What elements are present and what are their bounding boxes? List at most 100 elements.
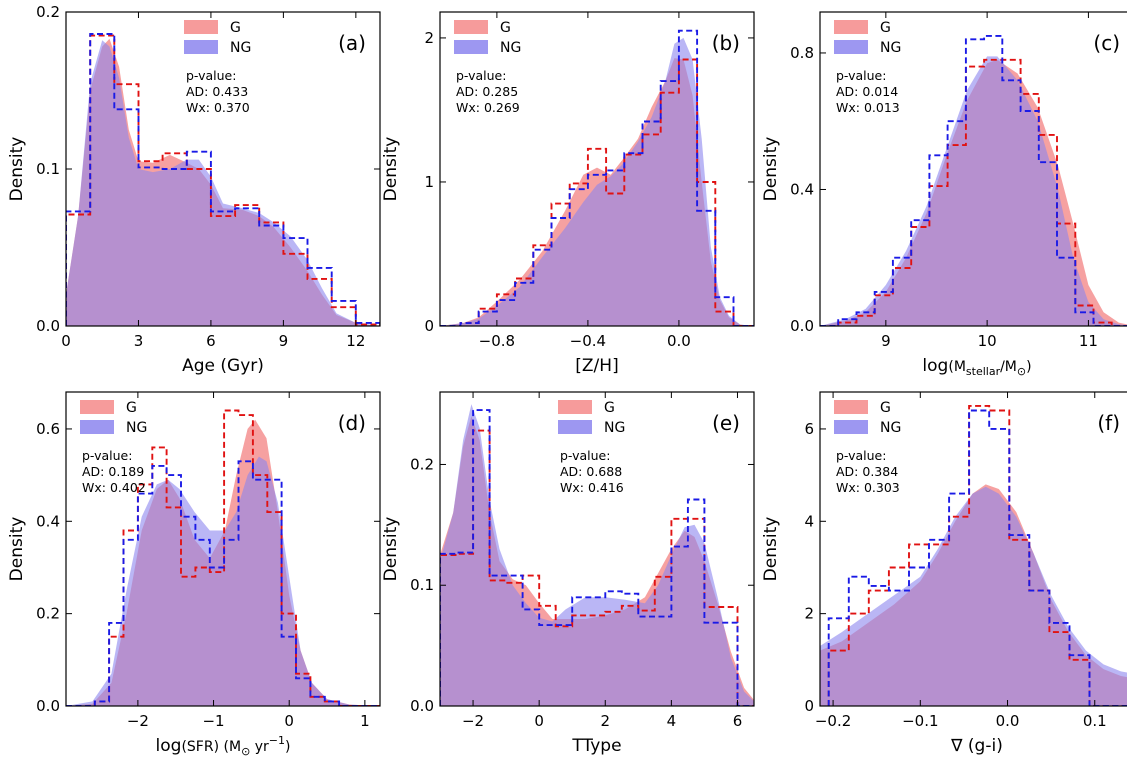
legend-swatch-ng	[184, 40, 218, 54]
xlabel-log: log	[156, 736, 182, 756]
y-tick-label: 0.1	[36, 160, 60, 178]
y-tick-label: 0	[424, 317, 434, 335]
x-tick-label: 12	[346, 332, 365, 350]
plot-area	[440, 404, 754, 706]
plot-frame	[819, 391, 1127, 707]
x-axis-label: log(Mstellar/M⊙)	[922, 356, 1031, 378]
y-axis-label: Density	[761, 137, 781, 202]
x-tick-label: 0	[534, 712, 544, 730]
legend-swatch-g	[184, 20, 218, 34]
legend-swatch-g	[80, 400, 114, 414]
legend-swatch-g	[834, 400, 868, 414]
histogram-g	[827, 404, 1127, 706]
y-tick-label: 0	[804, 697, 814, 715]
x-tick-label: 9	[881, 332, 891, 350]
y-tick-label: 0.2	[36, 605, 60, 623]
legend-swatch-g	[558, 400, 592, 414]
xlabel-close: )	[214, 739, 219, 755]
panel-d: −2 −1 0 1 0.0 0.2 0.4 0.6 Density log(SFR) (M⊙ yr…	[7, 391, 381, 758]
y-axis-label: Density	[761, 517, 781, 582]
legend-swatch-ng	[834, 40, 868, 54]
legend-label-g: G	[880, 400, 891, 416]
x-tick-label: 1	[360, 712, 370, 730]
x-axis-label: log(SFR) (M⊙ yr−1)	[156, 734, 291, 758]
xlabel-log: log	[922, 356, 948, 376]
xlabel-main: SFR	[187, 739, 214, 755]
xlabel-unit-sub: ⊙	[241, 745, 250, 758]
pvalue-ad: AD: 0.433	[186, 84, 248, 99]
legend-label-g: G	[126, 400, 137, 416]
pvalue-ad: AD: 0.189	[82, 464, 144, 479]
x-tick-label: −1	[202, 712, 224, 730]
pvalue-header: p-value:	[560, 448, 610, 463]
pvalue-wx: Wx: 0.303	[836, 480, 900, 495]
panel-a: 0 3 6 9 12 0.0 0.1 0.2 Density Age (Gyr) (a) G NG p-v…	[7, 3, 381, 376]
xlabel-unit-open: (M	[219, 739, 241, 755]
legend-label-g: G	[880, 20, 891, 36]
x-tick-label: −0.8	[479, 332, 515, 350]
legend-label-g: G	[604, 400, 615, 416]
x-tick-label: 2	[600, 712, 610, 730]
pvalue-ad: AD: 0.014	[836, 84, 898, 99]
x-tick-label: 6	[206, 332, 216, 350]
x-tick-label: 0.0	[996, 712, 1020, 730]
histogram-ng	[440, 409, 754, 706]
legend-swatch-ng	[834, 420, 868, 434]
pvalue-header: p-value:	[456, 68, 506, 83]
kde-area-ng	[820, 56, 1127, 326]
y-tick-label: 0.0	[36, 697, 60, 715]
xlabel-open: (	[948, 359, 953, 375]
x-axis-label: TType	[571, 736, 621, 756]
plot-area	[820, 34, 1127, 326]
y-tick-label: 0.4	[790, 180, 814, 198]
plot-area	[66, 409, 380, 706]
y-tick-label: 4	[804, 512, 814, 530]
xlabel-unit-close: )	[285, 739, 290, 755]
panel-f: −0.2 −0.1 0.0 0.1 0 2 4 6 Density ∇ (g-i) (f) G NG p-…	[761, 391, 1127, 756]
plot-frame	[65, 391, 381, 707]
x-tick-label: 4	[667, 712, 677, 730]
x-tick-label: 11	[1079, 332, 1098, 350]
y-axis-label: Density	[381, 517, 401, 582]
x-tick-label: −2	[462, 712, 484, 730]
xlabel-slash: /M	[1000, 359, 1017, 375]
legend-label-ng: NG	[880, 40, 901, 56]
plot-area	[440, 29, 754, 326]
pvalue-ad: AD: 0.285	[456, 84, 518, 99]
panel-c: 9 10 11 0.0 0.4 0.8 Density log(Mstellar/M⊙) (c)…	[761, 11, 1127, 378]
panel-b: −0.8 −0.4 0.0 0 1 2 Density [Z/H] (b) G NG p-value:…	[381, 11, 755, 376]
panel-label: (a)	[338, 31, 366, 55]
x-tick-label: 10	[978, 332, 997, 350]
pvalue-wx: Wx: 0.416	[560, 480, 624, 495]
xlabel-sub2: ⊙	[1017, 365, 1026, 378]
kde-area-ng	[440, 404, 754, 706]
legend-swatch-g	[454, 20, 488, 34]
y-axis-label: Density	[7, 517, 27, 582]
panel-e: −2 0 2 4 6 0.0 0.1 0.2 Density TType (e) G NG p-value…	[381, 391, 755, 756]
x-tick-label: 3	[134, 332, 144, 350]
x-tick-label: 0.0	[667, 332, 691, 350]
y-tick-label: 2	[424, 29, 434, 47]
x-tick-label: −0.4	[570, 332, 606, 350]
pvalue-header: p-value:	[186, 68, 236, 83]
histogram-ng	[66, 460, 380, 706]
y-axis-label: Density	[381, 137, 401, 202]
panel-label: (f)	[1097, 411, 1120, 435]
x-tick-label: 6	[733, 712, 743, 730]
panel-label: (b)	[712, 31, 740, 55]
legend-label-ng: NG	[880, 420, 901, 436]
legend-label-g: G	[230, 20, 241, 36]
pvalue-wx: Wx: 0.370	[186, 100, 250, 115]
xlabel-unit-sup: −1	[269, 734, 285, 747]
xlabel-close: )	[1026, 359, 1031, 375]
legend-swatch-g	[834, 20, 868, 34]
y-tick-label: 0.4	[36, 512, 60, 530]
histogram-ng	[440, 29, 754, 326]
kde-area-ng	[820, 486, 1127, 706]
panel-label: (d)	[338, 411, 366, 435]
plot-area	[66, 33, 380, 326]
legend-swatch-ng	[558, 420, 592, 434]
panel-label: (c)	[1093, 31, 1120, 55]
x-axis-label: [Z/H]	[575, 356, 618, 376]
xlabel-sub: stellar	[966, 365, 1001, 378]
